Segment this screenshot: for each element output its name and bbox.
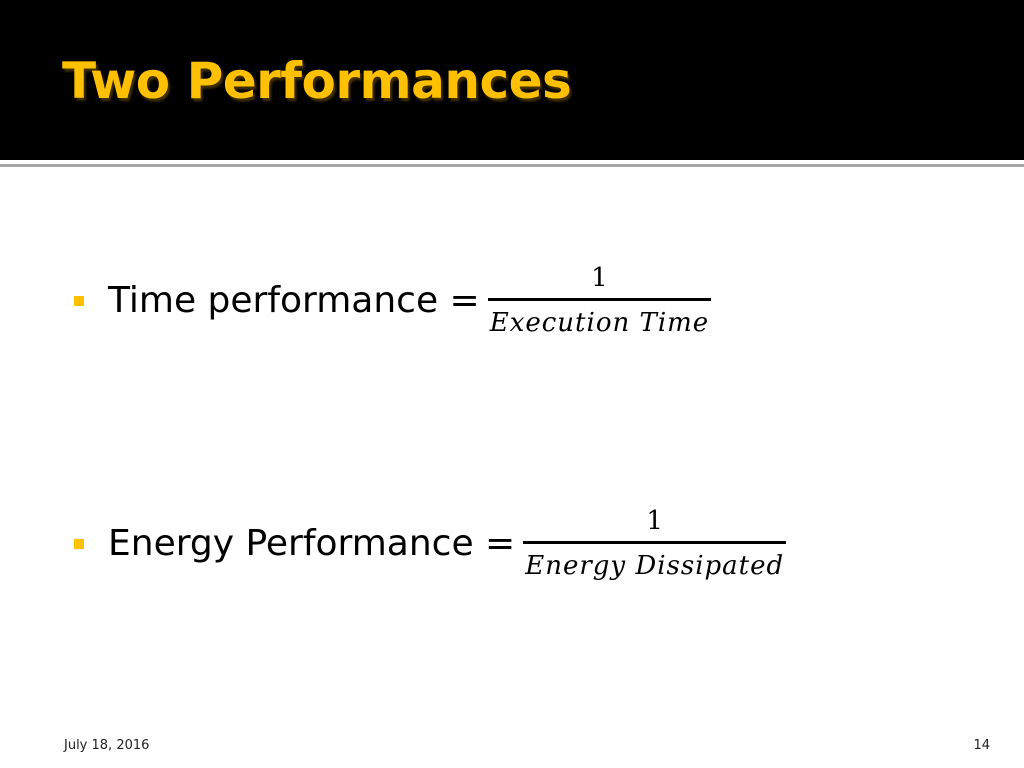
bullet-item-energy-performance: Energy Performance = 1 Energy Dissipated [74, 505, 787, 582]
page-number: 14 [973, 738, 990, 753]
fraction-numerator: 1 [591, 263, 608, 293]
bullet-item-time-performance: Time performance = 1 Execution Time [74, 262, 712, 339]
fraction-equation: 1 Energy Dissipated [523, 505, 787, 582]
fraction-denominator: Energy Dissipated [525, 551, 785, 581]
square-bullet-icon [74, 295, 84, 306]
slide-title: Two Performances [62, 52, 572, 110]
fraction-denominator: Execution Time [489, 308, 710, 338]
footer-date: July 18, 2016 [64, 738, 150, 753]
fraction-equation: 1 Execution Time [487, 262, 712, 339]
title-divider-white [0, 160, 1024, 164]
title-bar [0, 0, 1024, 160]
bullet-label: Time performance = [108, 280, 480, 321]
bullet-label: Energy Performance = [108, 523, 516, 564]
fraction-bar [523, 541, 787, 544]
fraction-bar [487, 298, 712, 301]
square-bullet-icon [74, 538, 84, 549]
title-divider-gray [0, 164, 1024, 167]
fraction-numerator: 1 [646, 506, 663, 536]
